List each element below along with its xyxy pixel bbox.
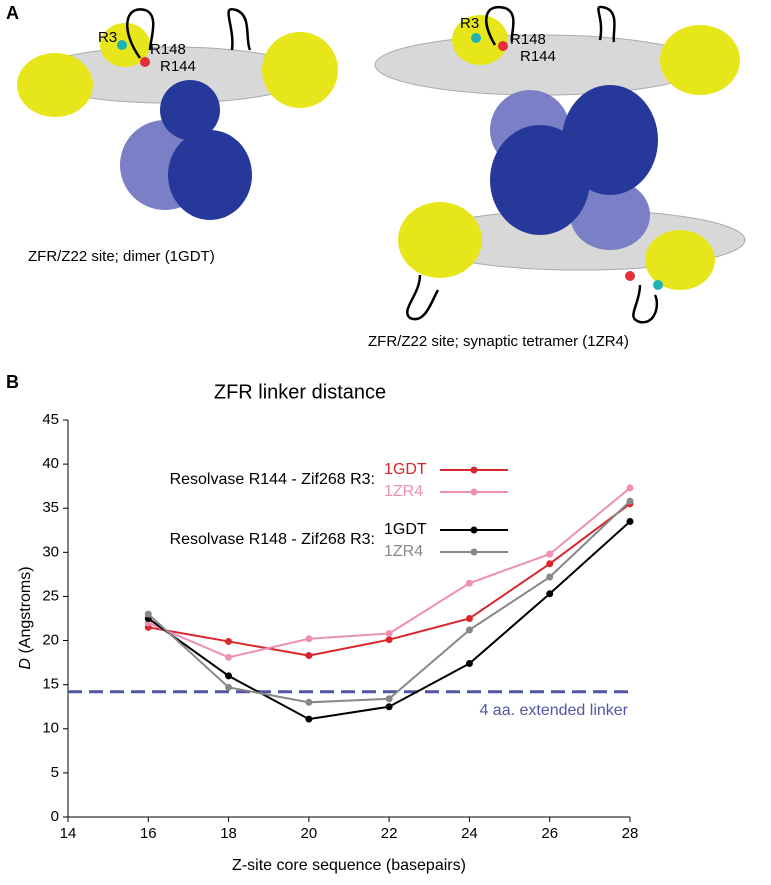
chart-title: ZFR linker distance	[214, 381, 386, 403]
legend-group-label: Resolvase R148 - Zif268 R3:	[170, 531, 375, 548]
x-tick-label: 20	[301, 825, 318, 842]
data-point	[305, 652, 313, 660]
residue-label: R144	[520, 48, 556, 65]
y-axis-label: D (Angstroms)	[17, 566, 34, 669]
data-point	[546, 590, 554, 598]
residue-label: R3	[460, 15, 479, 32]
x-tick-label: 22	[381, 825, 398, 842]
legend-marker	[470, 466, 478, 474]
data-point	[626, 497, 634, 505]
legend-marker	[470, 526, 478, 534]
data-point	[465, 626, 473, 634]
x-tick-label: 24	[461, 825, 478, 842]
y-tick-label: 45	[42, 411, 59, 428]
residue-label: R3	[98, 29, 117, 46]
panel-label: A	[6, 3, 19, 23]
x-tick-label: 18	[220, 825, 237, 842]
data-point	[225, 683, 233, 691]
data-point	[465, 659, 473, 667]
structure-dimer	[17, 8, 338, 220]
x-tick-label: 28	[622, 825, 639, 842]
residue-label: R148	[510, 31, 546, 48]
data-point	[225, 672, 233, 680]
x-tick-label: 14	[60, 825, 77, 842]
residue-label: R148	[150, 41, 186, 58]
caption: ZFR/Z22 site; synaptic tetramer (1ZR4)	[368, 333, 629, 350]
y-axis-symbol: D	[17, 658, 34, 670]
data-point	[385, 695, 393, 703]
legend-label: 1GDT	[384, 521, 427, 538]
legend-group-label: Resolvase R144 - Zif268 R3:	[170, 471, 375, 488]
data-point	[465, 579, 473, 587]
y-tick-label: 10	[42, 720, 59, 737]
data-point	[305, 715, 313, 723]
structure-tetramer	[374, 5, 746, 324]
legend-marker	[470, 548, 478, 556]
y-tick-label: 0	[51, 808, 59, 825]
y-axis-unit: (Angstroms)	[17, 566, 34, 653]
data-point	[144, 610, 152, 618]
legend-marker	[470, 488, 478, 496]
reference-label: 4 aa. extended linker	[479, 702, 628, 719]
data-point	[385, 629, 393, 637]
caption: ZFR/Z22 site; dimer (1GDT)	[28, 248, 215, 265]
data-point	[626, 484, 634, 492]
x-tick-label: 26	[541, 825, 558, 842]
data-point	[546, 560, 554, 568]
legend-label: 1ZR4	[384, 543, 423, 560]
data-point	[225, 637, 233, 645]
data-point	[225, 653, 233, 661]
data-point	[385, 703, 393, 711]
data-point	[305, 635, 313, 643]
panel-label: B	[6, 372, 19, 392]
y-tick-label: 15	[42, 676, 59, 693]
data-point	[385, 636, 393, 644]
x-axis-label: Z-site core sequence (basepairs)	[232, 857, 466, 874]
y-tick-label: 30	[42, 543, 59, 560]
data-point	[626, 517, 634, 525]
residue-label: R144	[160, 58, 196, 75]
data-point	[305, 698, 313, 706]
y-tick-label: 5	[51, 764, 59, 781]
x-tick-label: 16	[140, 825, 157, 842]
y-tick-label: 20	[42, 632, 59, 649]
data-point	[546, 573, 554, 581]
y-tick-label: 40	[42, 455, 59, 472]
data-point	[546, 550, 554, 558]
data-point	[465, 615, 473, 622]
legend-label: 1GDT	[384, 461, 427, 478]
legend-label: 1ZR4	[384, 483, 423, 500]
y-tick-label: 25	[42, 587, 59, 604]
y-tick-label: 35	[42, 499, 59, 516]
